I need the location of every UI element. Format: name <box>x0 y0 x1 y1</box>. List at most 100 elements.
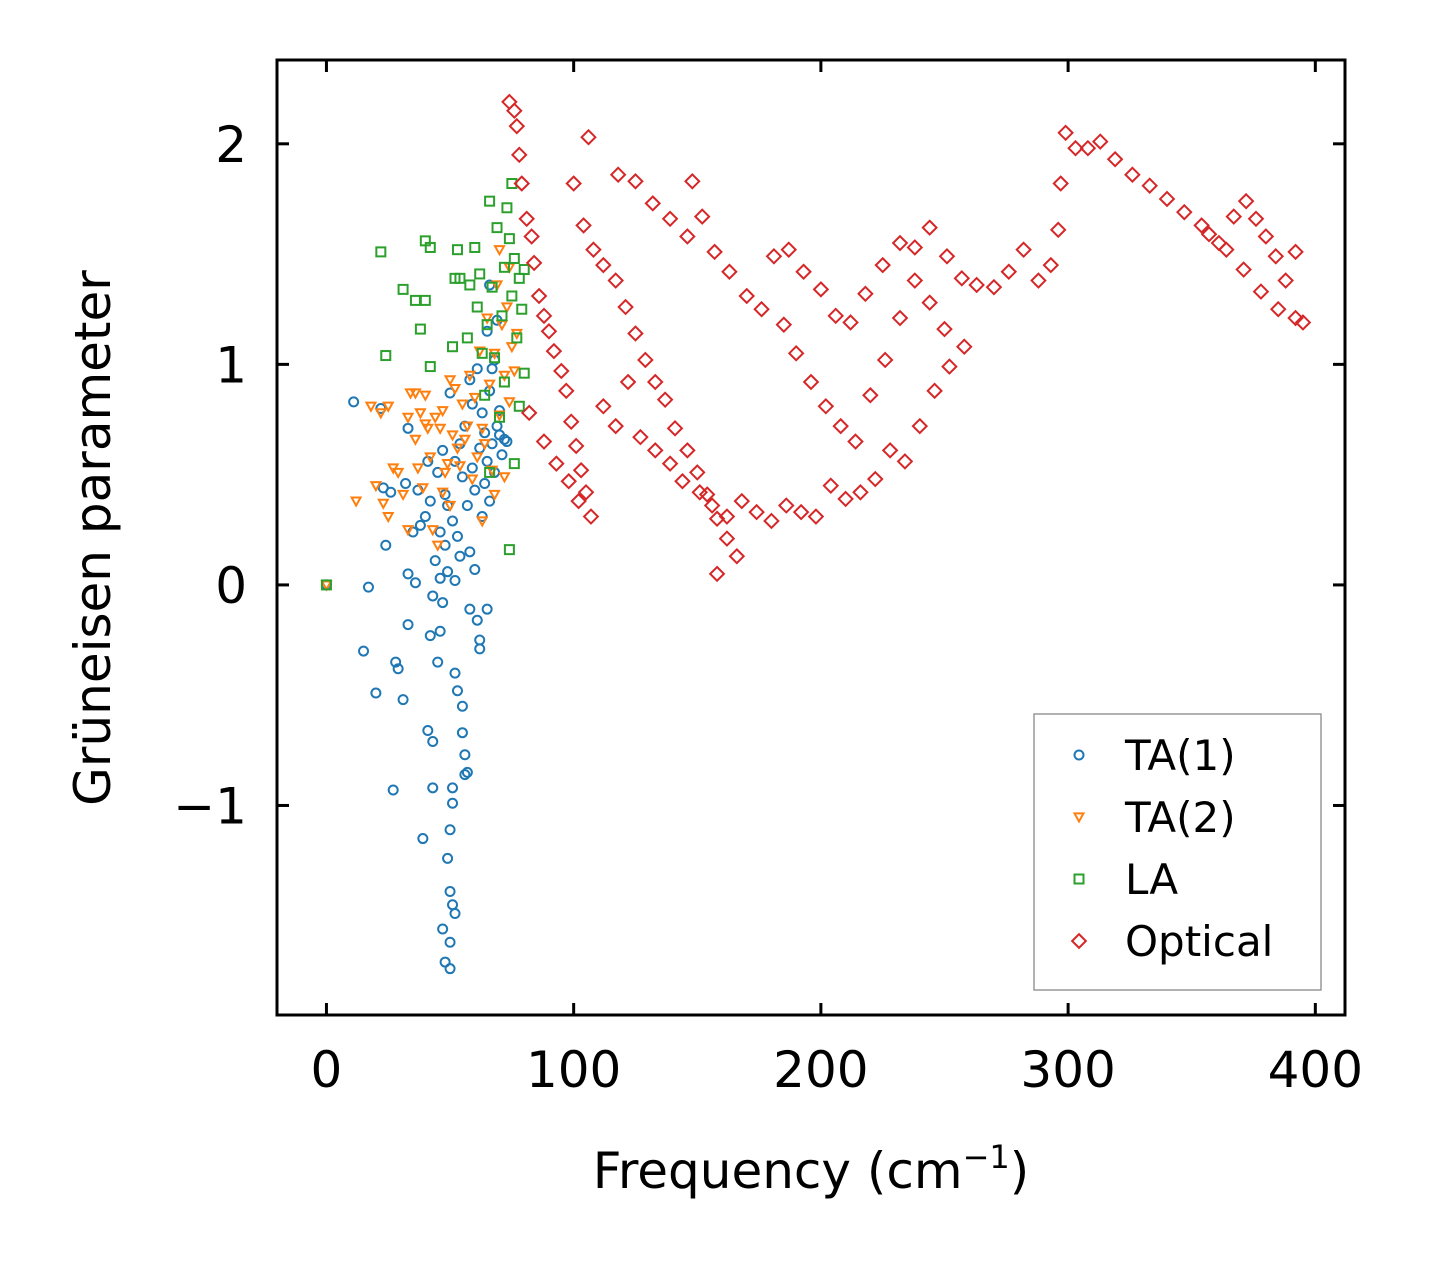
point-ta-1 <box>429 555 441 567</box>
point-optical <box>1294 314 1312 331</box>
point-optical <box>792 503 810 521</box>
point-la <box>516 303 528 315</box>
point-ta-1 <box>414 519 426 531</box>
point-optical <box>525 254 543 272</box>
point-optical <box>595 397 612 415</box>
point-ta-2 <box>409 434 422 446</box>
point-ta-1 <box>501 436 513 448</box>
point-optical <box>674 472 691 490</box>
point-ta-1 <box>451 685 463 697</box>
point-optical <box>718 530 736 547</box>
point-ta-1 <box>444 963 456 975</box>
legend-entries: TA(1) TA(2) LA Optical <box>1070 731 1273 966</box>
point-optical <box>619 373 637 391</box>
point-ta-1 <box>392 663 404 675</box>
point-optical <box>607 417 624 435</box>
point-la <box>474 268 486 280</box>
point-optical <box>733 492 751 510</box>
point-ta-1 <box>409 577 421 589</box>
point-optical <box>862 386 879 404</box>
point-la <box>503 544 515 556</box>
point-optical <box>1049 221 1067 239</box>
point-ta-1 <box>479 477 491 489</box>
point-ta-2 <box>500 302 514 314</box>
x-axis-label-main: Frequency (cm <box>593 1142 963 1200</box>
y-tick-label: 0 <box>215 557 247 615</box>
point-ta-2 <box>421 423 435 435</box>
point-ta-2 <box>480 313 494 325</box>
point-la <box>320 579 332 591</box>
x-axis-label-superscript: −1 <box>963 1138 1010 1176</box>
point-ta-2 <box>463 370 477 382</box>
point-optical <box>553 362 570 380</box>
point-ta-2 <box>441 459 454 471</box>
y-axis-label: Grüneisen parameter <box>64 270 122 806</box>
point-ta-1 <box>449 667 461 679</box>
series-la <box>320 178 530 591</box>
point-optical <box>570 492 587 510</box>
point-optical <box>787 345 805 362</box>
point-ta-2 <box>401 412 415 424</box>
point-ta-1 <box>424 630 436 642</box>
point-optical <box>577 483 595 501</box>
point-optical <box>1124 166 1141 183</box>
point-optical <box>661 455 679 472</box>
point-ta-1 <box>427 590 439 602</box>
point-optical <box>1067 139 1084 157</box>
x-axis-label: Frequency (cm−1) <box>593 1138 1030 1200</box>
point-optical <box>540 322 558 340</box>
point-ta-1 <box>474 643 486 655</box>
point-optical <box>822 477 840 494</box>
point-ta-1 <box>476 407 488 419</box>
point-ta-1 <box>461 766 473 778</box>
x-tick-label: 0 <box>311 1041 343 1099</box>
point-ta-1 <box>348 396 360 408</box>
point-optical <box>679 442 696 459</box>
point-la <box>486 281 498 293</box>
point-la <box>419 294 431 306</box>
point-optical <box>1225 208 1243 225</box>
point-ta-1 <box>434 572 446 584</box>
point-la <box>424 241 436 253</box>
point-optical <box>703 497 721 514</box>
point-ta-2 <box>426 525 439 537</box>
point-optical <box>545 342 563 360</box>
point-optical <box>708 565 726 583</box>
legend-item-ta-2: TA(2) <box>1072 793 1236 842</box>
point-ta-1 <box>437 923 449 935</box>
point-la <box>511 332 523 344</box>
point-ta-2 <box>382 401 395 413</box>
point-optical <box>520 404 538 422</box>
point-optical <box>1015 241 1032 258</box>
point-ta-1 <box>400 477 412 489</box>
point-la <box>464 279 476 291</box>
point-la <box>451 244 463 256</box>
point-optical <box>866 470 884 488</box>
point-ta-1 <box>466 398 478 410</box>
point-la <box>506 178 518 190</box>
point-optical <box>721 263 738 281</box>
point-ta-1 <box>442 566 454 578</box>
point-optical <box>595 256 612 274</box>
point-optical <box>753 300 770 318</box>
point-ta-1 <box>464 546 476 558</box>
point-ta-1 <box>437 597 449 609</box>
point-la <box>380 350 392 362</box>
point-optical <box>936 320 953 338</box>
point-ta-2 <box>446 430 459 442</box>
point-optical <box>656 391 674 408</box>
point-la <box>476 347 488 359</box>
point-optical <box>510 146 528 164</box>
point-la <box>471 301 483 313</box>
point-la <box>447 341 459 353</box>
point-la <box>491 222 503 234</box>
point-ta-1 <box>459 769 471 781</box>
point-la <box>489 352 501 364</box>
legend-item-optical: Optical <box>1070 917 1273 966</box>
point-optical <box>1257 228 1275 245</box>
point-ta-1 <box>419 511 431 523</box>
point-ta-1 <box>417 833 429 845</box>
point-la <box>501 202 513 214</box>
point-ta-2 <box>414 408 427 420</box>
